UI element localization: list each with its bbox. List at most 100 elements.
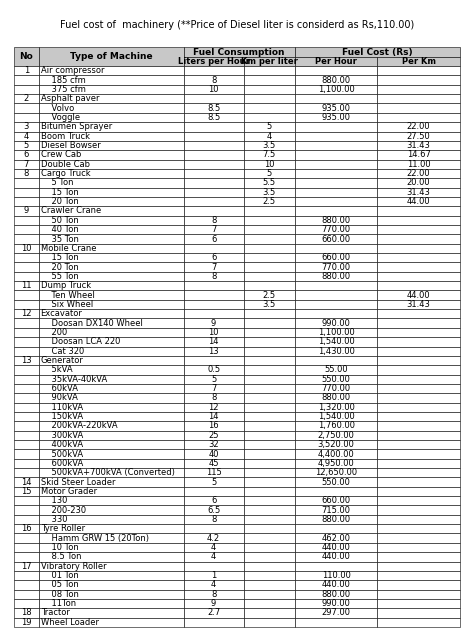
- Bar: [295, 47, 460, 57]
- Bar: [14, 328, 39, 337]
- Bar: [14, 319, 39, 328]
- Bar: [183, 449, 244, 459]
- Bar: [14, 459, 39, 468]
- Bar: [295, 328, 377, 337]
- Text: 110.00: 110.00: [322, 571, 351, 580]
- Text: 31.43: 31.43: [407, 300, 430, 309]
- Text: Dump Truck: Dump Truck: [41, 281, 91, 290]
- Bar: [244, 244, 295, 253]
- Bar: [14, 85, 39, 94]
- Bar: [14, 515, 39, 524]
- Text: 500kVA+700kVA (Converted): 500kVA+700kVA (Converted): [41, 468, 174, 477]
- Text: 550.00: 550.00: [322, 375, 351, 384]
- Bar: [295, 262, 377, 272]
- Bar: [377, 440, 460, 449]
- Text: Voggle: Voggle: [41, 113, 80, 122]
- Bar: [183, 524, 244, 533]
- Bar: [39, 449, 183, 459]
- Text: 8: 8: [211, 76, 216, 85]
- Bar: [295, 178, 377, 188]
- Bar: [14, 403, 39, 412]
- Bar: [14, 524, 39, 533]
- Text: 115: 115: [206, 468, 221, 477]
- Text: 9: 9: [24, 207, 29, 216]
- Bar: [39, 262, 183, 272]
- Bar: [39, 459, 183, 468]
- Text: 8: 8: [211, 216, 216, 225]
- Bar: [183, 309, 244, 319]
- Bar: [295, 141, 377, 150]
- Bar: [377, 346, 460, 356]
- Bar: [183, 47, 295, 57]
- Text: Liters per Hour: Liters per Hour: [178, 57, 249, 66]
- Text: Wheel Loader: Wheel Loader: [41, 617, 99, 627]
- Bar: [295, 188, 377, 197]
- Bar: [14, 552, 39, 561]
- Bar: [183, 75, 244, 85]
- Bar: [244, 468, 295, 477]
- Bar: [244, 412, 295, 422]
- Text: 770.00: 770.00: [321, 225, 351, 234]
- Bar: [244, 206, 295, 216]
- Bar: [295, 169, 377, 178]
- Text: 1,760.00: 1,760.00: [318, 422, 355, 430]
- Bar: [14, 141, 39, 150]
- Bar: [377, 262, 460, 272]
- Bar: [377, 384, 460, 393]
- Bar: [244, 122, 295, 131]
- Bar: [244, 533, 295, 543]
- Bar: [183, 356, 244, 365]
- Text: 12: 12: [209, 403, 219, 412]
- Bar: [377, 552, 460, 561]
- Bar: [244, 66, 295, 75]
- Bar: [377, 430, 460, 440]
- Bar: [39, 244, 183, 253]
- Bar: [183, 506, 244, 515]
- Bar: [244, 393, 295, 403]
- Bar: [244, 319, 295, 328]
- Text: 15 Ton: 15 Ton: [41, 253, 78, 262]
- Bar: [295, 561, 377, 571]
- Bar: [377, 571, 460, 580]
- Text: 880.00: 880.00: [321, 272, 351, 281]
- Bar: [39, 216, 183, 225]
- Bar: [14, 375, 39, 384]
- Text: Diesel Bowser: Diesel Bowser: [41, 141, 100, 150]
- Bar: [377, 487, 460, 496]
- Bar: [39, 580, 183, 590]
- Text: 16: 16: [208, 422, 219, 430]
- Text: Fuel cost of  machinery (**Price of Diesel liter is considerd as Rs,110.00): Fuel cost of machinery (**Price of Diese…: [60, 20, 414, 30]
- Text: 297.00: 297.00: [322, 609, 351, 617]
- Text: Double Cab: Double Cab: [41, 160, 90, 169]
- Text: 15 Ton: 15 Ton: [41, 188, 78, 197]
- Bar: [183, 422, 244, 430]
- Bar: [183, 169, 244, 178]
- Text: 10: 10: [209, 328, 219, 337]
- Bar: [39, 159, 183, 169]
- Text: 55.00: 55.00: [324, 365, 348, 374]
- Bar: [39, 197, 183, 206]
- Bar: [244, 561, 295, 571]
- Text: 1,430.00: 1,430.00: [318, 347, 355, 356]
- Bar: [39, 122, 183, 131]
- Text: 7: 7: [211, 384, 216, 393]
- Bar: [377, 580, 460, 590]
- Bar: [295, 244, 377, 253]
- Text: 2,750.00: 2,750.00: [318, 431, 355, 440]
- Bar: [377, 206, 460, 216]
- Bar: [183, 384, 244, 393]
- Bar: [244, 225, 295, 234]
- Text: 40: 40: [209, 449, 219, 458]
- Bar: [244, 543, 295, 552]
- Bar: [377, 319, 460, 328]
- Text: 400kVA: 400kVA: [41, 440, 83, 449]
- Bar: [183, 113, 244, 122]
- Bar: [39, 75, 183, 85]
- Bar: [39, 337, 183, 346]
- Bar: [377, 468, 460, 477]
- Bar: [295, 85, 377, 94]
- Bar: [183, 552, 244, 561]
- Bar: [295, 477, 377, 487]
- Bar: [377, 590, 460, 599]
- Bar: [377, 422, 460, 430]
